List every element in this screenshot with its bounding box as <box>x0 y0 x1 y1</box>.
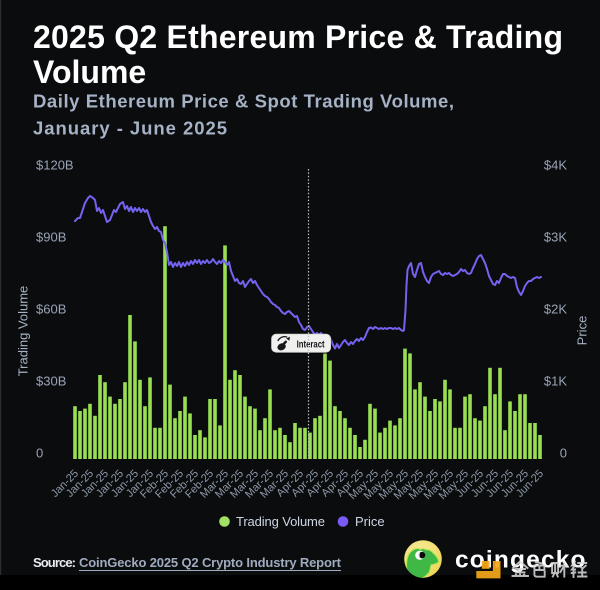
svg-text:Trading Volume: Trading Volume <box>236 514 325 529</box>
svg-text:$4K: $4K <box>544 158 567 173</box>
svg-text:CoinGecko 2025 Q2 Crypto Indus: CoinGecko 2025 Q2 Crypto Industry Report <box>79 555 342 570</box>
svg-text:Volume: Volume <box>33 54 146 90</box>
svg-text:Price: Price <box>355 514 385 529</box>
svg-text:$90B: $90B <box>36 230 66 245</box>
svg-text:Trading Volume: Trading Volume <box>16 286 31 377</box>
svg-text:Daily Ethereum Price & Spot Tr: Daily Ethereum Price & Spot Trading Volu… <box>33 91 454 112</box>
svg-text:$120B: $120B <box>36 158 74 173</box>
svg-text:$3K: $3K <box>544 230 567 245</box>
svg-text:$1K: $1K <box>544 374 567 389</box>
svg-text:2025 Q2 Ethereum Price & Tradi: 2025 Q2 Ethereum Price & Trading <box>33 19 563 55</box>
svg-text:January - June 2025: January - June 2025 <box>33 118 227 139</box>
svg-text:$2K: $2K <box>544 302 567 317</box>
svg-text:$30B: $30B <box>36 374 66 389</box>
svg-text:$60B: $60B <box>36 302 66 317</box>
svg-text:0: 0 <box>560 446 567 461</box>
svg-text:0: 0 <box>36 446 43 461</box>
svg-text:Source:: Source: <box>33 555 76 570</box>
svg-text:Price: Price <box>575 316 590 346</box>
svg-text:Interact: Interact <box>297 340 326 351</box>
